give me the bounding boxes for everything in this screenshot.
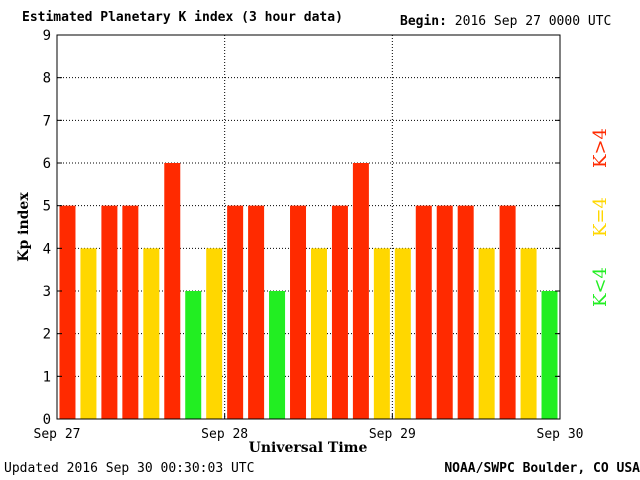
y-tick-label: 4 [43,241,51,257]
plot-frame [56,34,561,420]
updated-timestamp: Updated 2016 Sep 30 00:30:03 UTC [4,461,255,476]
y-axis-label: Kp index [16,192,32,262]
kp-bar [352,163,369,419]
kp-bar [248,205,265,419]
kp-bar [101,205,118,419]
kp-bar [541,291,558,419]
y-tick-label: 0 [43,412,51,428]
legend-item: K=4 [590,197,611,237]
y-tick-label: 7 [43,113,51,129]
begin-label: Begin: [400,14,447,29]
x-tick-label: Sep 27 [34,427,81,442]
y-tick-label: 9 [43,28,51,44]
kp-bar [394,248,411,419]
kp-bar [290,205,307,419]
begin-value: 2016 Sep 27 0000 UTC [454,14,612,29]
y-axis-ticks: 0 1 2 3 4 5 6 7 8 9 [43,28,560,428]
kp-bar [227,205,244,419]
kp-bar [520,248,537,419]
chart-grid [57,35,560,419]
x-axis-ticks: Sep 27 Sep 28 Sep 29 Sep 30 [34,414,584,442]
kp-bar [457,205,474,419]
chart-bars [59,163,558,419]
kp-bar [373,248,390,419]
x-tick-label: Sep 30 [537,427,584,442]
begin-timestamp: Begin: 2016 Sep 27 0000 UTC [400,14,611,29]
kp-bar [415,205,432,419]
kp-bar [143,248,160,419]
x-tick-label: Sep 28 [201,427,248,442]
x-axis-label: Universal Time [249,440,368,456]
y-tick-label: 1 [43,369,51,385]
kp-bar [122,205,139,419]
kp-bar [206,248,223,419]
credit-text: NOAA/SWPC Boulder, CO USA [444,461,640,476]
y-tick-label: 5 [43,199,51,215]
kp-bar [436,205,453,419]
kp-bar [269,291,286,419]
legend-item: K>4 [590,128,611,168]
kp-bar [331,205,348,419]
kp-bar [185,291,202,419]
kp-bar [499,205,516,419]
kp-bar [80,248,97,419]
y-tick-label: 2 [43,327,51,343]
y-tick-label: 3 [43,284,51,300]
kp-bar [59,205,76,419]
kp-bar [310,248,327,419]
kp-bar [164,163,181,419]
chart-title: Estimated Planetary K index (3 hour data… [22,10,343,25]
y-tick-label: 6 [43,156,51,172]
legend-item: K<4 [590,267,611,307]
x-tick-label: Sep 29 [369,427,416,442]
y-tick-label: 8 [43,71,51,87]
legend: K<4 K=4 K>4 [590,128,611,307]
kp-bar [478,248,495,419]
